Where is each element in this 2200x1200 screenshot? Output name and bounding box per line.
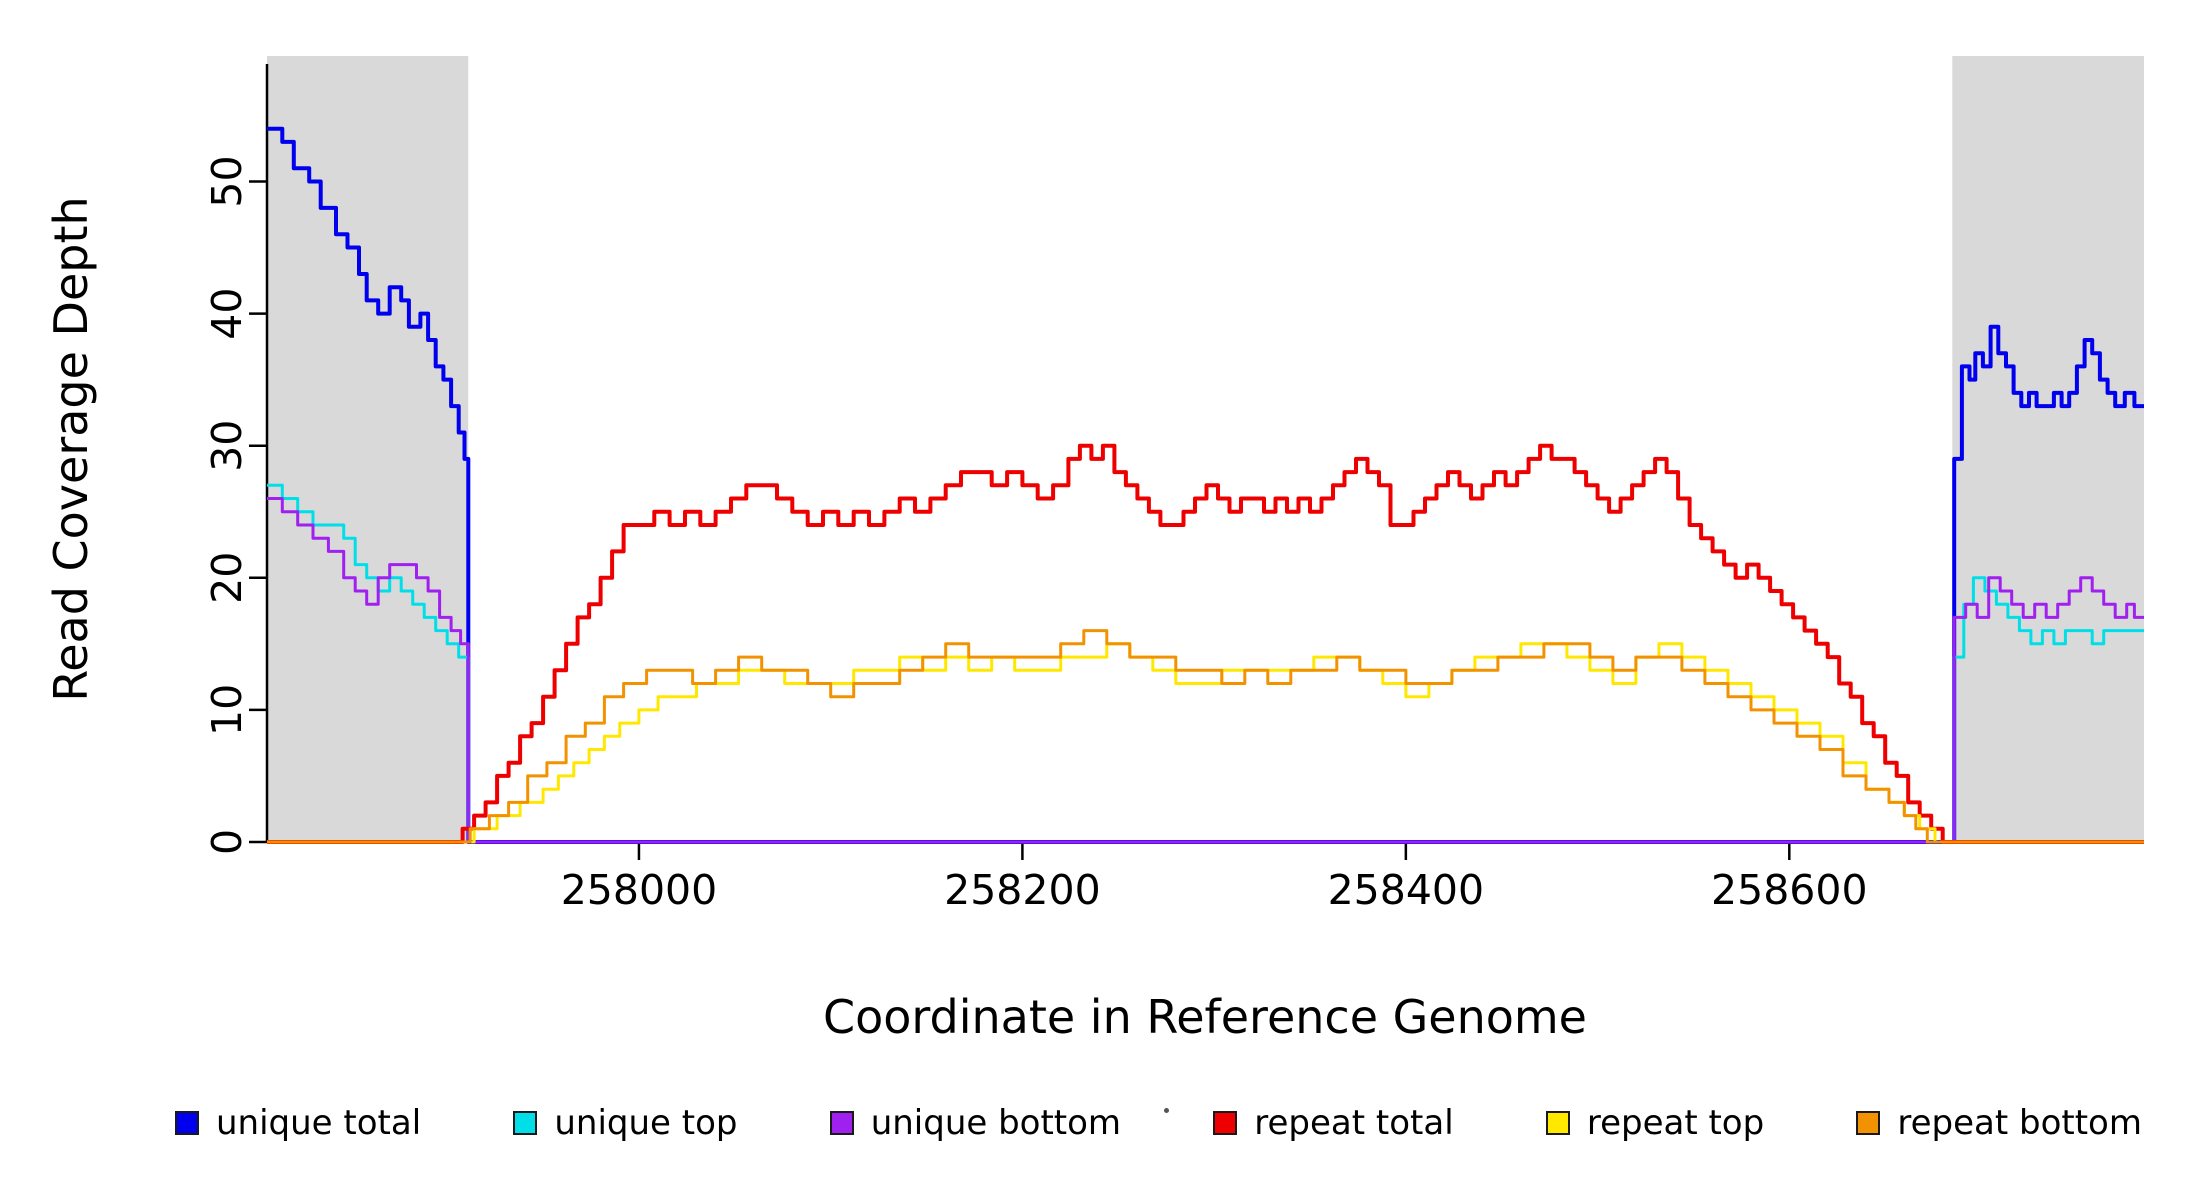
legend-swatch-repeat-bottom bbox=[1856, 1111, 1881, 1135]
legend-item-unique-bottom: unique bottom bbox=[829, 1103, 1122, 1143]
legend-label: repeat bottom bbox=[1897, 1103, 2142, 1143]
legend-item-repeat-top: repeat top bbox=[1545, 1103, 1765, 1143]
x-axis-title: Coordinate in Reference Genome bbox=[823, 990, 1587, 1044]
shaded-region bbox=[267, 56, 469, 842]
series-line-unique-bottom bbox=[267, 497, 2144, 844]
y-tick-label: 50 bbox=[203, 155, 251, 207]
x-tick-label: 258400 bbox=[1328, 866, 1485, 914]
legend-swatch-unique-bottom bbox=[829, 1111, 854, 1135]
x-tick-label: 258200 bbox=[944, 866, 1101, 914]
y-tick-label: 40 bbox=[203, 288, 251, 340]
legend-swatch-unique-total bbox=[175, 1111, 199, 1135]
legend-swatch-repeat-top bbox=[1545, 1111, 1570, 1135]
legend-label: unique top bbox=[554, 1103, 738, 1143]
legend-item-unique-top: unique top bbox=[513, 1103, 737, 1143]
shaded-region bbox=[1952, 56, 2144, 842]
series-line-repeat-top bbox=[267, 642, 2144, 844]
y-tick-label: 10 bbox=[203, 684, 251, 736]
legend-swatch-repeat-total bbox=[1213, 1111, 1238, 1135]
legend-label: unique total bbox=[216, 1103, 422, 1143]
series-line-unique-total bbox=[267, 126, 2144, 844]
legend-swatch-unique-top bbox=[513, 1111, 538, 1135]
x-tick-label: 258600 bbox=[1711, 866, 1868, 914]
series-line-repeat-bottom bbox=[267, 629, 2144, 844]
y-tick-label: 20 bbox=[203, 552, 251, 604]
legend-item-repeat-bottom: repeat bottom bbox=[1856, 1103, 2142, 1143]
legend-label: unique bottom bbox=[870, 1103, 1122, 1143]
legend-label: repeat total bbox=[1254, 1103, 1454, 1143]
stray-dot bbox=[1164, 1108, 1169, 1113]
y-tick-label: 30 bbox=[203, 420, 251, 472]
y-axis-title: Read Coverage Depth bbox=[44, 196, 98, 701]
legend-item-repeat-total: repeat total bbox=[1213, 1103, 1454, 1143]
x-tick-label: 258000 bbox=[561, 866, 718, 914]
series-line-repeat-total bbox=[267, 443, 2144, 844]
y-tick-label: 0 bbox=[203, 829, 251, 855]
legend-label: repeat top bbox=[1586, 1103, 1765, 1143]
legend-item-unique-total: unique total bbox=[175, 1103, 421, 1143]
legend: unique total unique top unique bottom repea… bbox=[175, 1095, 2142, 1151]
